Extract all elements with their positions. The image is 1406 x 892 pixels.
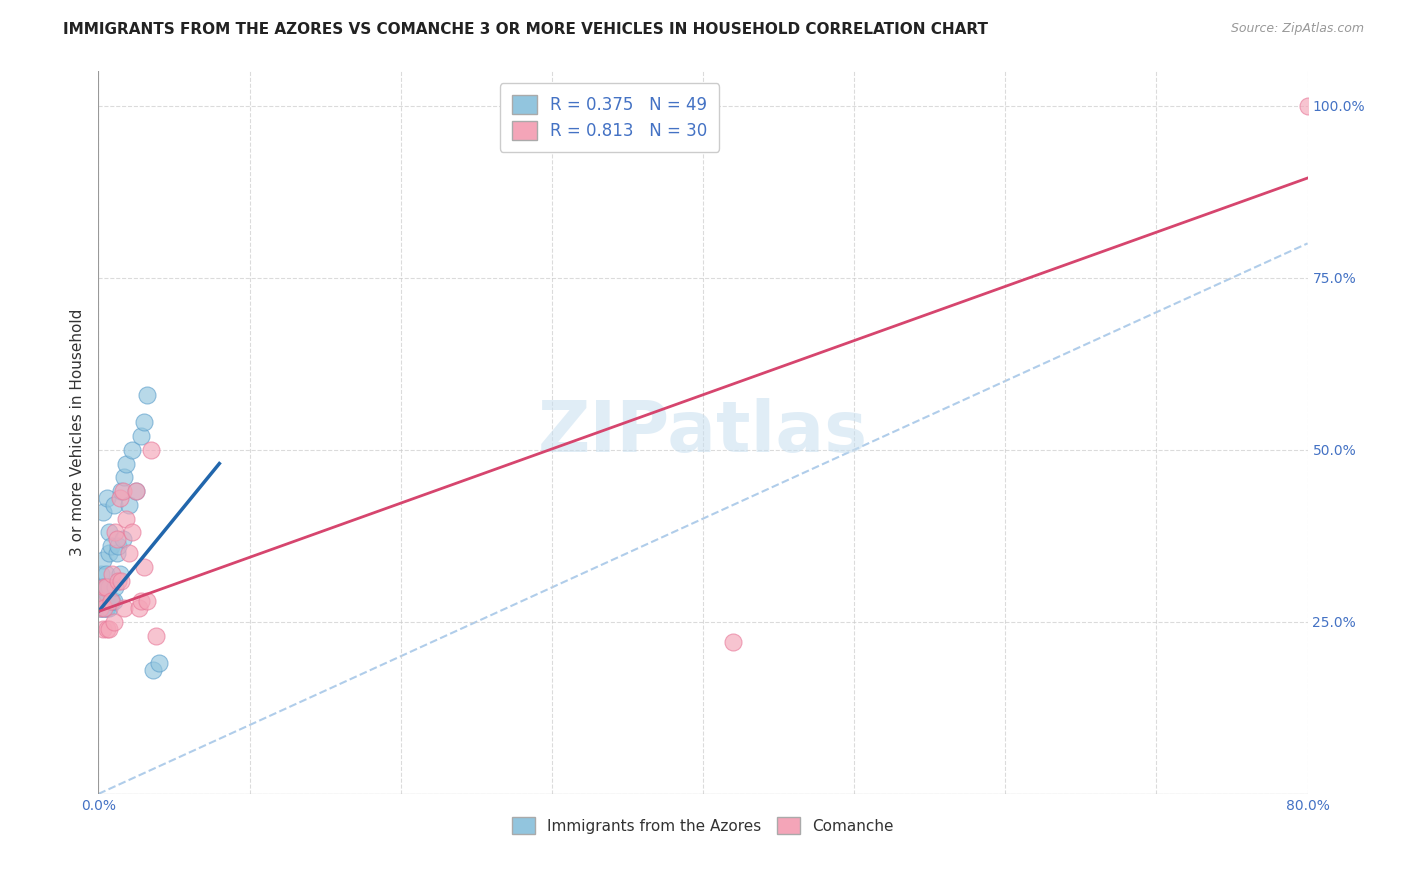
Point	[91, 594, 114, 608]
Point	[91, 553, 114, 567]
Point	[98, 581, 121, 595]
Point	[111, 533, 134, 547]
Point	[94, 601, 117, 615]
Text: Source: ZipAtlas.com: Source: ZipAtlas.com	[1230, 22, 1364, 36]
Point	[93, 581, 115, 595]
Point	[89, 601, 111, 615]
Point	[108, 491, 131, 505]
Point	[112, 470, 135, 484]
Point	[100, 594, 122, 608]
Point	[141, 442, 163, 457]
Point	[93, 581, 115, 595]
Point	[132, 559, 155, 574]
Point	[125, 484, 148, 499]
Point	[142, 663, 165, 677]
Point	[89, 587, 111, 601]
Point	[114, 457, 136, 471]
Point	[723, 635, 745, 649]
Point	[103, 498, 125, 512]
Point	[96, 601, 118, 615]
Point	[96, 622, 118, 636]
Point	[96, 491, 118, 505]
Point	[101, 594, 124, 608]
Point	[118, 546, 141, 560]
Point	[100, 539, 122, 553]
Point	[135, 388, 157, 402]
Point	[105, 546, 128, 560]
Point	[101, 566, 124, 581]
Point	[104, 581, 127, 595]
Point	[110, 484, 132, 499]
Point	[112, 601, 135, 615]
Point	[90, 601, 112, 615]
Y-axis label: 3 or more Vehicles in Household: 3 or more Vehicles in Household	[70, 309, 86, 557]
Point	[107, 539, 129, 553]
Point	[91, 505, 114, 519]
Point	[98, 622, 121, 636]
Text: IMMIGRANTS FROM THE AZORES VS COMANCHE 3 OR MORE VEHICLES IN HOUSEHOLD CORRELATI: IMMIGRANTS FROM THE AZORES VS COMANCHE 3…	[63, 22, 988, 37]
Point	[98, 546, 121, 560]
Point	[110, 574, 132, 588]
Point	[111, 484, 134, 499]
Point	[93, 594, 115, 608]
Point	[91, 622, 114, 636]
Point	[90, 566, 112, 581]
Point	[93, 587, 115, 601]
Point	[104, 525, 127, 540]
Point	[93, 601, 115, 615]
Point	[90, 581, 112, 595]
Point	[90, 594, 112, 608]
Point	[94, 566, 117, 581]
Point	[148, 656, 170, 670]
Point	[103, 594, 125, 608]
Point	[103, 615, 125, 629]
Point	[91, 601, 114, 615]
Text: ZIPatlas: ZIPatlas	[538, 398, 868, 467]
Point	[98, 525, 121, 540]
Legend: Immigrants from the Azores, Comanche: Immigrants from the Azores, Comanche	[506, 811, 900, 840]
Point	[90, 594, 112, 608]
Point	[108, 566, 131, 581]
Point	[100, 594, 122, 608]
Point	[121, 525, 143, 540]
Point	[89, 601, 111, 615]
Point	[96, 587, 118, 601]
Point	[94, 581, 117, 595]
Point	[129, 429, 152, 443]
Point	[132, 415, 155, 429]
Point	[129, 594, 152, 608]
Point	[125, 484, 148, 499]
Point	[89, 581, 111, 595]
Point	[121, 442, 143, 457]
Point	[107, 574, 129, 588]
Point	[93, 601, 115, 615]
Point	[1296, 99, 1319, 113]
Point	[105, 533, 128, 547]
Point	[128, 601, 150, 615]
Point	[114, 511, 136, 525]
Point	[94, 581, 117, 595]
Point	[145, 629, 167, 643]
Point	[94, 594, 117, 608]
Point	[135, 594, 157, 608]
Point	[91, 581, 114, 595]
Point	[96, 581, 118, 595]
Point	[98, 601, 121, 615]
Point	[118, 498, 141, 512]
